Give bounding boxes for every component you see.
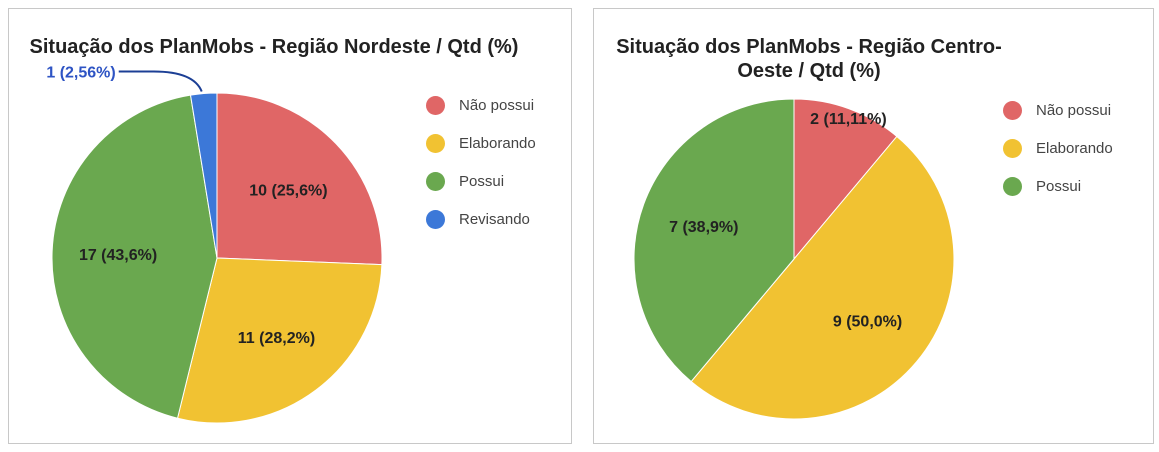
slice-label: 7 (38,9%) [669, 219, 738, 236]
pie-chart: 2 (11,11%) 9 (50,0%) 7 (38,9%) [633, 98, 955, 420]
slice-label: 2 (11,11%) [810, 111, 887, 128]
legend-swatch [426, 95, 445, 115]
slice-label: 10 (25,6%) [249, 182, 327, 199]
legend-swatch [426, 133, 445, 153]
legend-item: Elaborando [1003, 129, 1113, 167]
legend-label: Elaborando [1036, 139, 1113, 157]
legend-swatch [1003, 176, 1022, 196]
legend-label: Revisando [459, 210, 530, 228]
legend: Não possui Elaborando Possui Revisando [426, 86, 536, 238]
pie-slice-revisando [189, 92, 218, 259]
chart-title: Situação dos PlanMobs - Região Nordeste … [29, 36, 519, 58]
legend-item: Não possui [1003, 91, 1113, 129]
pie-slice-n-o-possui [793, 98, 898, 261]
slice-label: 9 (50,0%) [833, 314, 902, 331]
legend-label: Não possui [1036, 101, 1112, 119]
legend-swatch [1003, 100, 1022, 120]
legend-item: Revisando [426, 200, 536, 238]
chart-panel-nordeste: Situação dos PlanMobs - Região Nordeste … [8, 8, 572, 444]
pie-chart: 10 (25,6%) 11 (28,2%) 17 (43,6%) 1 (2,56%) [46, 65, 383, 424]
legend-label: Elaborando [459, 134, 536, 152]
chart-title: Situação dos PlanMobs - Região Centro-Oe… [616, 36, 1002, 82]
legend-item: Possui [1003, 167, 1113, 205]
pie-slice-elaborando [176, 257, 383, 424]
legend-label: Possui [1036, 177, 1082, 195]
pie-slice-possui [633, 98, 795, 383]
legend-item: Não possui [426, 86, 536, 124]
legend-item: Possui [426, 162, 536, 200]
chart-panel-centro-oeste: Situação dos PlanMobs - Região Centro-Oe… [593, 8, 1154, 444]
pie-slice-elaborando [690, 135, 955, 420]
legend-swatch [426, 171, 445, 191]
legend-swatch [426, 209, 445, 229]
legend: Não possui Elaborando Possui [1003, 91, 1113, 205]
slice-label: 17 (43,6%) [79, 247, 157, 264]
legend-label: Não possui [459, 96, 535, 114]
leader-line [118, 70, 203, 92]
legend-label: Possui [459, 172, 505, 190]
slice-label: 11 (28,2%) [238, 330, 315, 347]
pie-slice-n-o-possui [216, 92, 383, 266]
legend-swatch [1003, 138, 1022, 158]
legend-item: Elaborando [426, 124, 536, 162]
slice-label: 1 (2,56%) [46, 65, 115, 82]
pie-slice-possui [51, 94, 218, 419]
